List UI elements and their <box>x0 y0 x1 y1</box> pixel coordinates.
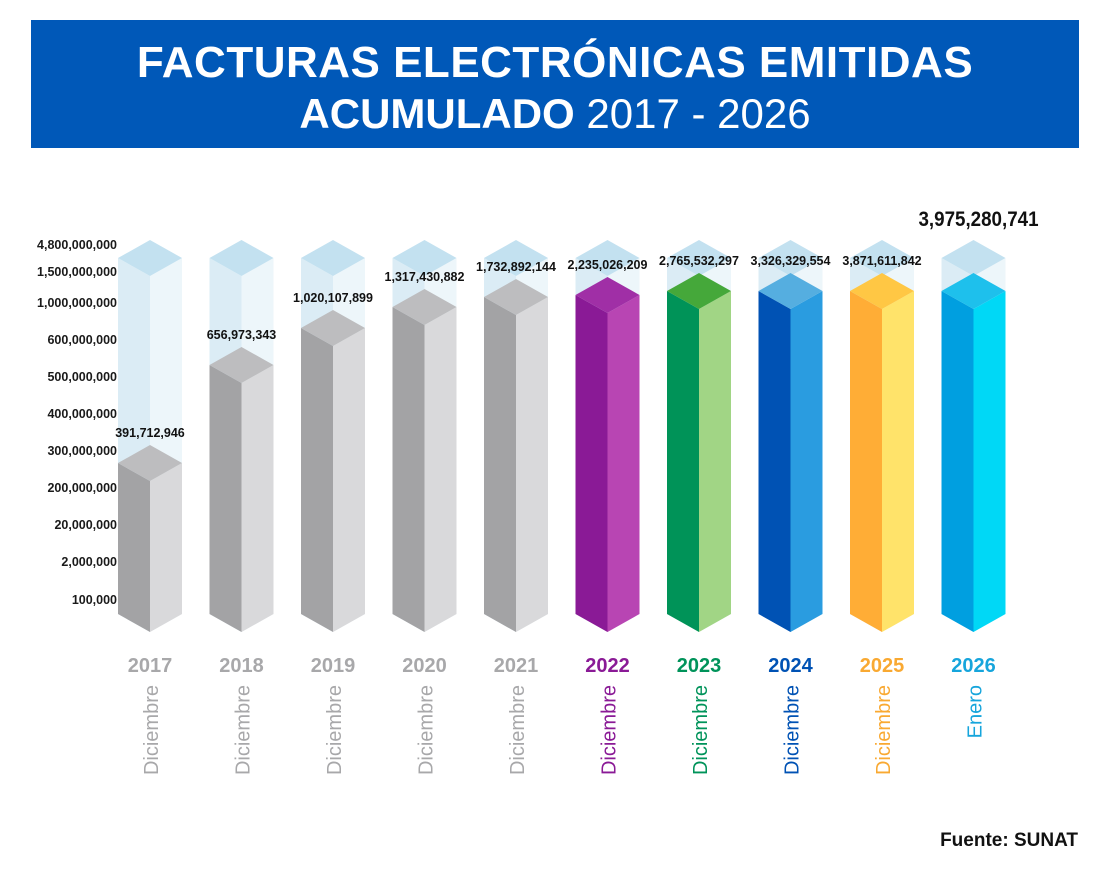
year-label: 2017 <box>128 655 173 677</box>
bar-right-face <box>424 307 457 632</box>
subtitle-range: 2017 - 2026 <box>586 90 811 137</box>
ghost-top-face <box>118 240 182 276</box>
bar-top-face <box>941 273 1006 309</box>
value-label: 1,732,892,144 <box>476 260 556 274</box>
bar-top-face <box>484 279 548 315</box>
bar-left-face <box>301 328 333 632</box>
value-label: 2,235,026,209 <box>568 258 648 272</box>
bar-top-face <box>209 347 274 383</box>
bar-left-face <box>758 291 791 632</box>
value-label: 1,317,430,882 <box>385 270 465 284</box>
y-tick-label: 400,000,000 <box>47 407 117 421</box>
year-label: 2025 <box>860 655 905 677</box>
y-tick-label: 100,000 <box>72 593 117 607</box>
period-label: Diciembre <box>141 685 163 775</box>
bar-right-face <box>150 463 182 632</box>
year-label: 2018 <box>219 655 264 677</box>
bar-right-face <box>699 291 731 632</box>
value-label: 3,326,329,554 <box>751 254 831 268</box>
bar-left-face <box>484 297 516 632</box>
y-tick-label: 4,800,000,000 <box>37 238 117 252</box>
period-label: Diciembre <box>690 685 712 775</box>
bar-left-face <box>850 291 882 632</box>
year-label: 2022 <box>585 655 630 677</box>
bar-right-face <box>516 297 548 632</box>
year-label: 2020 <box>402 655 447 677</box>
year-label: 2023 <box>677 655 722 677</box>
subtitle-bold: ACUMULADO <box>299 90 575 137</box>
bar-right-face <box>882 291 914 632</box>
bar-top-face <box>667 273 731 309</box>
bar-left-face <box>392 307 425 632</box>
value-label: 3,975,280,741 <box>919 208 1039 231</box>
value-label: 1,020,107,899 <box>293 291 373 305</box>
bar-left-face <box>941 291 974 632</box>
y-tick-label: 600,000,000 <box>47 333 117 347</box>
ghost-top-face <box>575 240 640 276</box>
period-label: Diciembre <box>873 685 895 775</box>
year-label: 2024 <box>768 655 813 677</box>
year-label: 2019 <box>311 655 356 677</box>
value-label: 2,765,532,297 <box>659 254 739 268</box>
ghost-top-face <box>850 240 914 276</box>
y-tick-label: 20,000,000 <box>54 518 117 532</box>
ghost-top-face <box>484 240 548 276</box>
chart-title: FACTURAS ELECTRÓNICAS EMITIDAS <box>136 38 974 87</box>
bar-top-face <box>118 445 182 481</box>
bar-top-face <box>758 273 823 309</box>
bar-left-face <box>667 291 699 632</box>
y-tick-label: 500,000,000 <box>47 370 117 384</box>
y-tick-label: 300,000,000 <box>47 444 117 458</box>
period-label: Diciembre <box>599 685 621 775</box>
ghost-top-face <box>941 240 1006 276</box>
year-label: 2026 <box>951 655 996 677</box>
title-banner: FACTURAS ELECTRÓNICAS EMITIDAS ACUMULADO… <box>31 20 1079 148</box>
value-label: 656,973,343 <box>207 328 277 342</box>
ghost-top-face <box>667 240 731 276</box>
value-label: 3,871,611,842 <box>842 254 921 268</box>
year-label: 2021 <box>494 655 539 677</box>
y-tick-label: 1,000,000,000 <box>37 296 117 310</box>
period-label: Diciembre <box>507 685 529 775</box>
period-label: Diciembre <box>782 685 804 775</box>
source-note: Fuente: SUNAT <box>940 830 1078 851</box>
bar-right-face <box>790 291 823 632</box>
bar-top-face <box>301 310 365 346</box>
bar-left-face <box>575 295 608 632</box>
bar-top-face <box>575 277 640 313</box>
bar-top-face <box>392 289 457 325</box>
bar-left-face <box>209 365 242 632</box>
bar-left-face <box>118 463 150 632</box>
bar-top-face <box>850 273 914 309</box>
y-tick-label: 1,500,000,000 <box>37 265 117 279</box>
bar-right-face <box>973 291 1006 632</box>
ghost-top-face <box>209 240 274 276</box>
ghost-top-face <box>758 240 823 276</box>
period-label: Enero <box>965 685 987 738</box>
value-label: 391,712,946 <box>115 426 185 440</box>
bar-right-face <box>333 328 365 632</box>
y-tick-label: 200,000,000 <box>47 481 117 495</box>
period-label: Diciembre <box>416 685 438 775</box>
y-tick-label: 2,000,000 <box>61 555 117 569</box>
ghost-top-face <box>301 240 365 276</box>
bar-right-face <box>241 365 274 632</box>
bar-right-face <box>607 295 640 632</box>
period-label: Diciembre <box>324 685 346 775</box>
ghost-top-face <box>392 240 457 276</box>
period-label: Diciembre <box>233 685 255 775</box>
chart-subtitle: ACUMULADO 2017 - 2026 <box>31 90 1079 138</box>
